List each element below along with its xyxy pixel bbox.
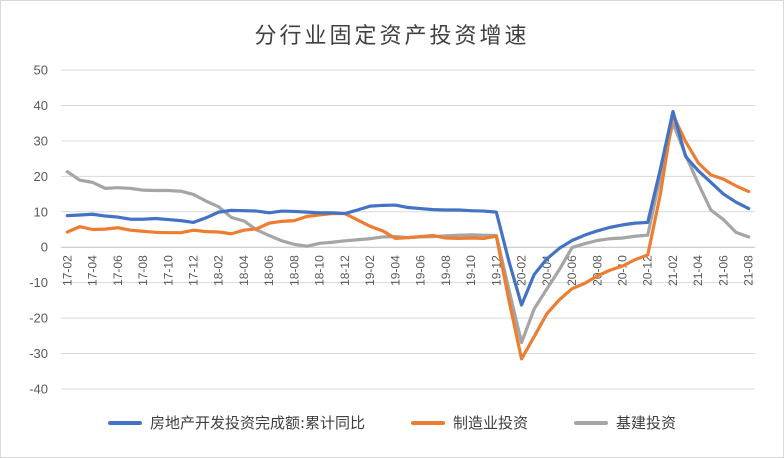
chart-title: 分行业固定资产投资增速 [254,24,530,49]
x-tick-label: 20-02 [515,255,529,286]
x-tick-label: 20-12 [641,255,655,286]
y-tick-label: -10 [29,275,48,290]
x-tick-label: 19-04 [388,255,402,286]
y-tick-label: 50 [34,63,48,78]
x-tick-label: 17-08 [136,255,150,286]
series-lines [65,109,751,361]
x-tick-label: 19-06 [414,255,428,286]
x-tick-label: 18-06 [262,255,276,286]
legend-label: 制造业投资 [453,414,529,432]
legend: 房地产开发投资完成额:累计同比 制造业投资 基建投资 [0,412,784,433]
y-tick-label: 40 [34,98,48,113]
x-tick-label: 17-02 [60,255,74,286]
legend-item-manufacturing: 制造业投资 [411,412,528,433]
y-tick-label: 20 [34,169,48,184]
x-tick-label: 18-08 [287,255,301,286]
x-tick-label: 17-12 [186,255,200,286]
x-tick-label: 20-08 [590,255,604,286]
x-tick-label: 19-02 [363,255,377,286]
legend-swatch [574,420,609,425]
x-tick-label: 19-10 [464,255,478,286]
legend-label: 基建投资 [616,414,677,432]
legend-swatch [411,420,446,425]
x-tick-label: 19-12 [489,255,503,286]
y-tick-label: 30 [34,133,48,148]
legend-swatch [107,420,142,425]
y-axis-ticks: -40 -30 -20 -10 0 10 20 30 40 50 [29,63,48,397]
x-tick-label: 18-02 [212,255,226,286]
legend-label: 房地产开发投资完成额:累计同比 [149,414,366,432]
x-tick-label: 20-06 [565,255,579,286]
x-tick-label: 18-04 [237,255,251,286]
x-tick-label: 17-06 [111,255,125,286]
y-tick-label: 0 [41,240,48,255]
series-line-manufacturing [65,113,751,361]
x-tick-label: 20-10 [616,255,630,286]
y-tick-label: 10 [34,204,48,219]
y-tick-label: -30 [29,346,48,361]
series-line-real-estate [65,109,751,307]
y-tick-label: -20 [29,311,48,326]
x-tick-label: 18-10 [313,255,327,286]
x-tick-label: 21-06 [716,255,730,286]
x-tick-label: 17-10 [161,255,175,286]
x-tick-label: 19-08 [439,255,453,286]
x-tick-label: 21-02 [666,255,680,286]
y-tick-label: -40 [29,382,48,397]
gridlines [61,69,755,390]
x-tick-label: 21-04 [691,255,705,286]
x-axis-ticks: 17-02 17-04 17-06 17-08 17-10 17-12 18-02 18-04… [60,255,755,286]
legend-item-infrastructure: 基建投资 [574,412,676,433]
x-tick-label: 18-12 [338,255,352,286]
x-tick-label: 17-04 [86,255,100,286]
x-tick-label: 21-08 [742,255,756,286]
legend-item-real-estate: 房地产开发投资完成额:累计同比 [107,412,366,433]
